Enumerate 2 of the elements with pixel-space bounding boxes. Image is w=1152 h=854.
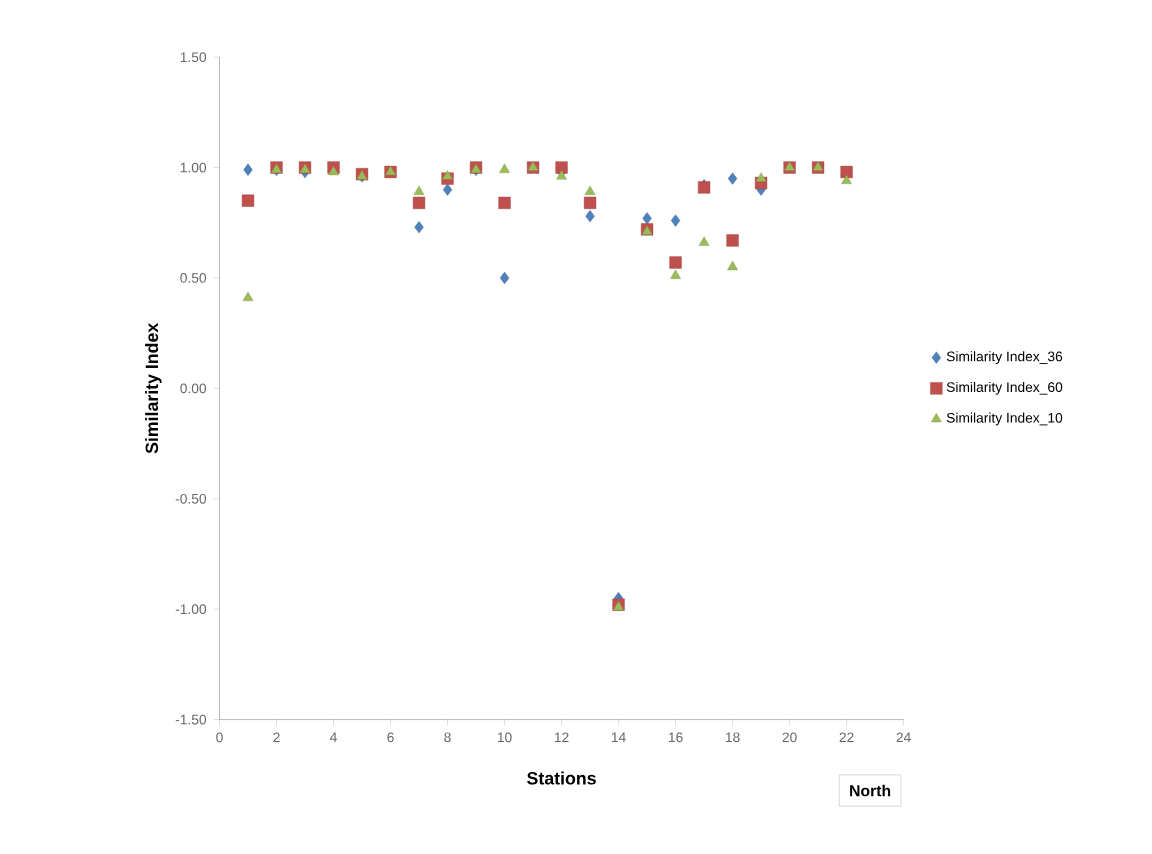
y-axis-title: Similarity Index (145, 323, 162, 454)
x-axis-title: Stations (527, 771, 596, 785)
